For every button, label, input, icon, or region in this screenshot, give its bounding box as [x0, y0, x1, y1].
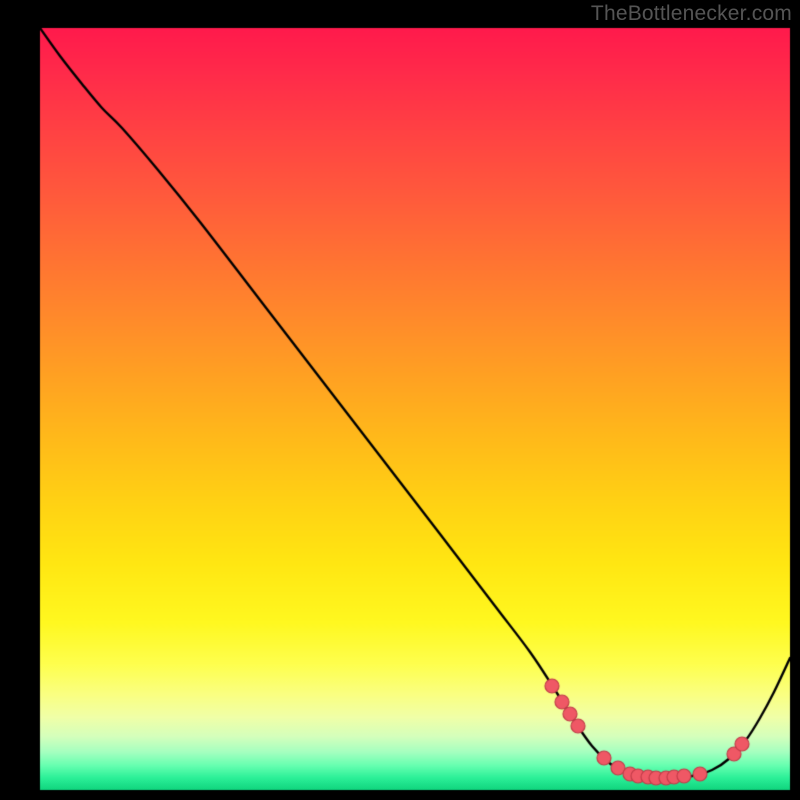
bottleneck-curve-chart	[0, 0, 800, 800]
chart-root: TheBottlenecker.com	[0, 0, 800, 800]
watermark-text: TheBottlenecker.com	[591, 2, 792, 26]
